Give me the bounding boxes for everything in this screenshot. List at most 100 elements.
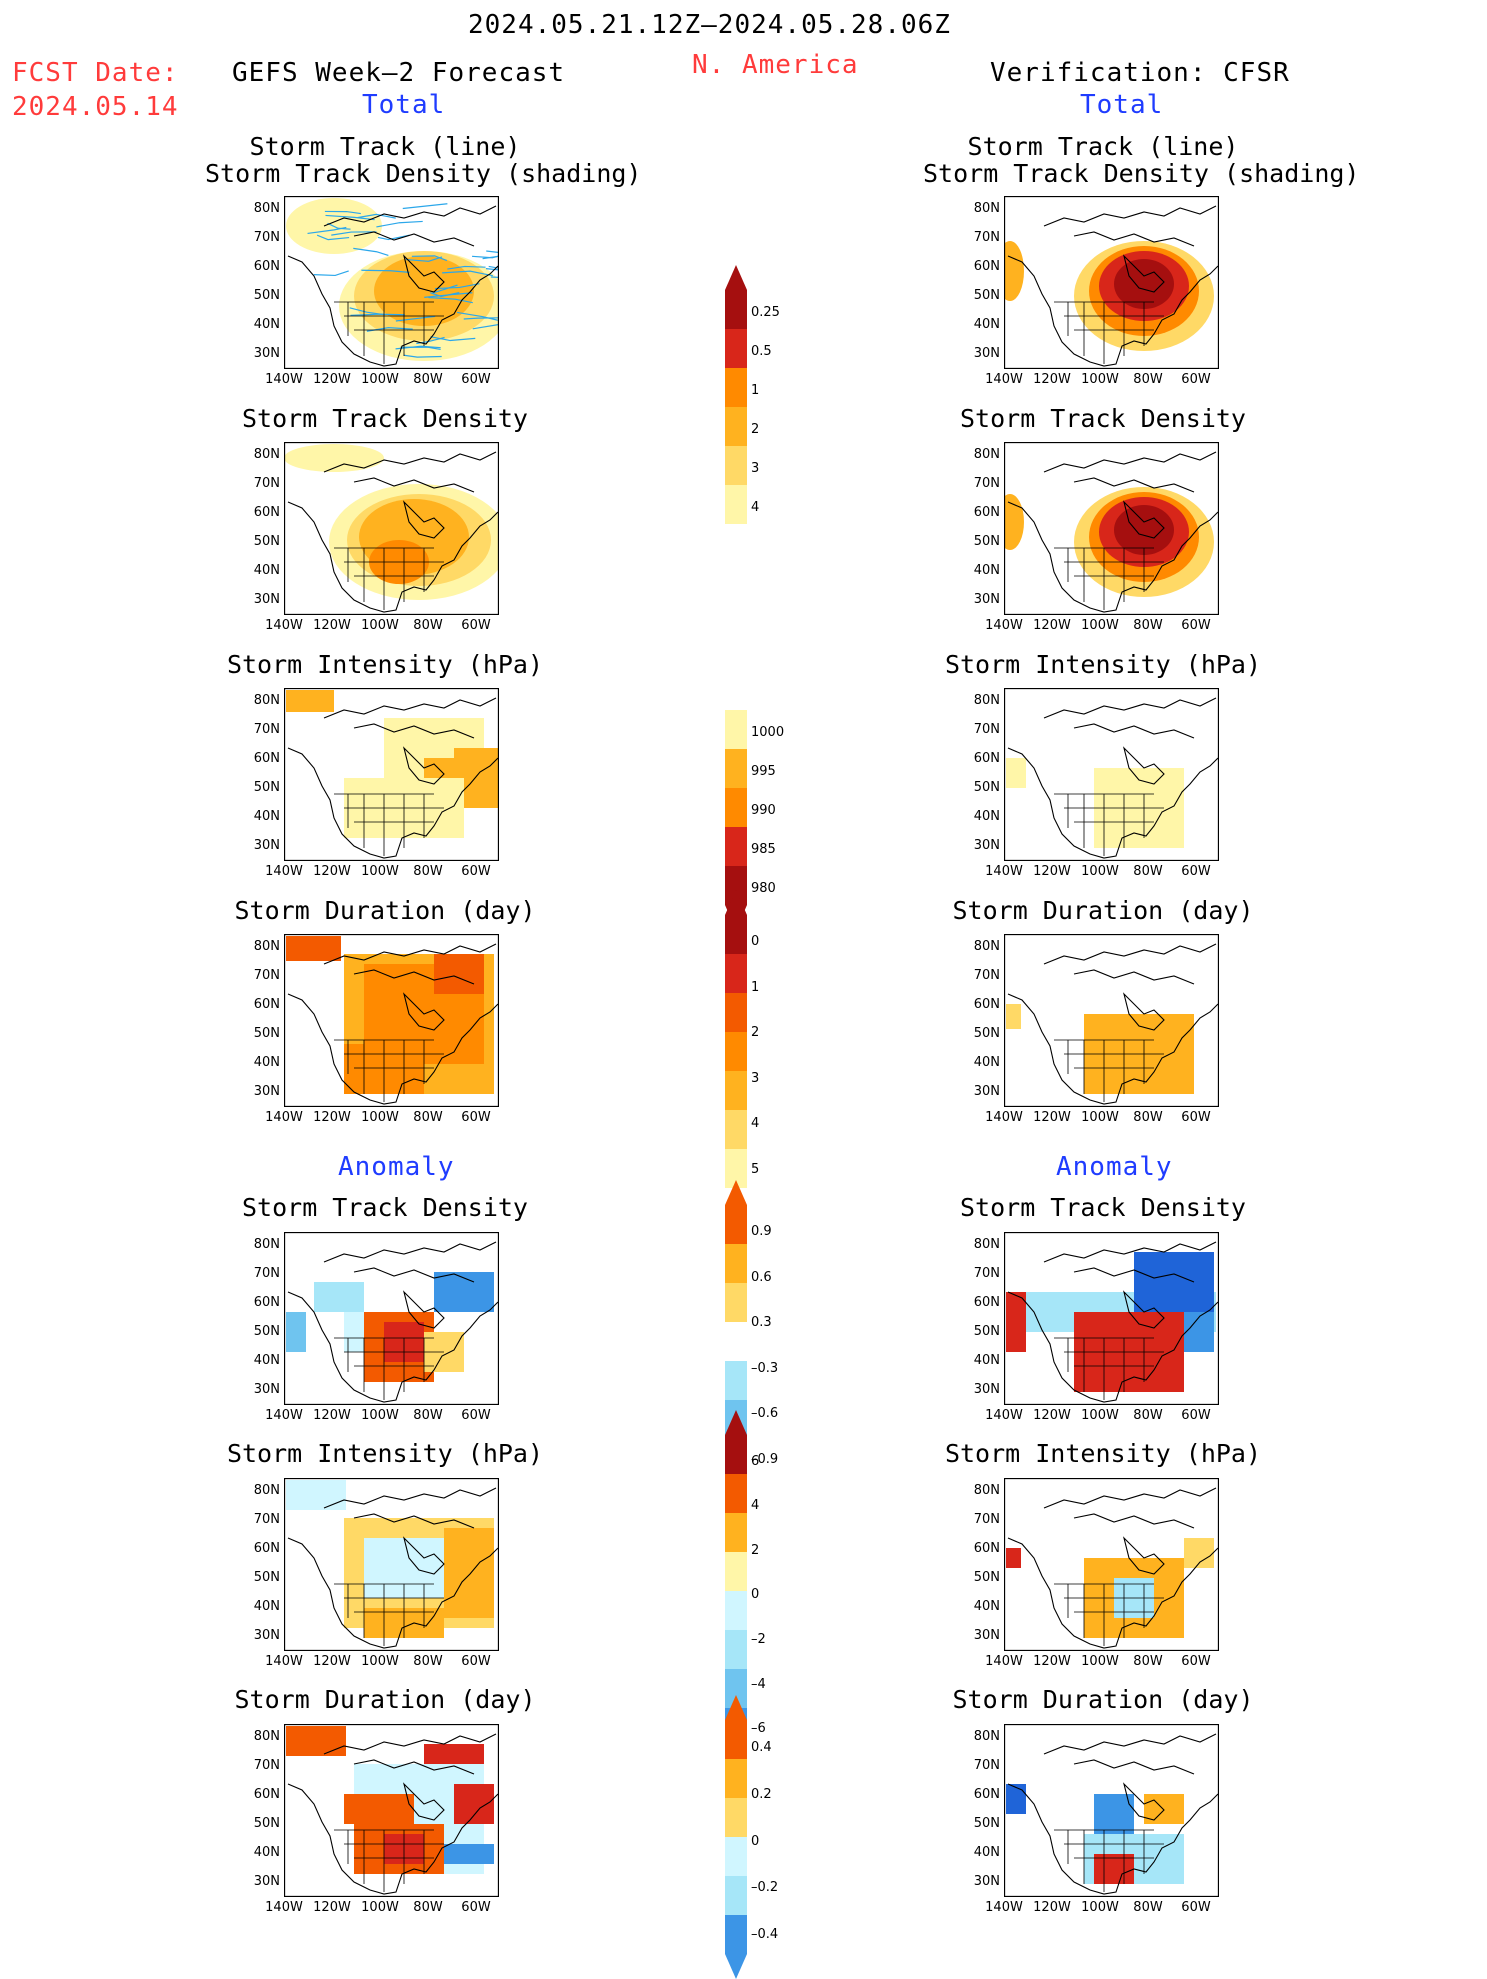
- lon-tick-label: 60W: [1176, 864, 1216, 879]
- colorbar-segment: [725, 1630, 747, 1669]
- lon-tick-label: 120W: [312, 372, 352, 387]
- lon-tick-label: 120W: [1032, 1900, 1072, 1915]
- right-track-title-1: Storm Track (line): [923, 133, 1283, 160]
- lat-tick-label: 70N: [970, 968, 1000, 983]
- lat-tick-label: 40N: [250, 1599, 280, 1614]
- left-anom-duration-title: Storm Duration (day): [205, 1686, 565, 1713]
- lon-tick-label: 140W: [984, 1110, 1024, 1125]
- lat-tick-label: 80N: [970, 693, 1000, 708]
- shading-cell: [1006, 1004, 1021, 1029]
- lat-tick-label: 30N: [970, 1874, 1000, 1889]
- lon-tick-label: 120W: [1032, 1654, 1072, 1669]
- shading-blob: [1114, 259, 1174, 309]
- right-track-title-2: Storm Track Density (shading): [923, 160, 1283, 187]
- lat-tick-label: 60N: [970, 751, 1000, 766]
- colorbar-tick-label: 0.6: [751, 1270, 772, 1285]
- right-duration-title: Storm Duration (day): [923, 897, 1283, 924]
- lat-tick-label: 50N: [970, 1570, 1000, 1585]
- map-canvas: [284, 1232, 499, 1405]
- shading-cell: [286, 1480, 346, 1510]
- lat-tick-label: 80N: [250, 447, 280, 462]
- left-density-title: Storm Track Density: [205, 405, 565, 432]
- map-canvas: [284, 1478, 499, 1651]
- lon-tick-label: 100W: [360, 1900, 400, 1915]
- colorbar-tick-label: 1: [751, 980, 759, 995]
- lon-tick-label: 140W: [264, 1900, 304, 1915]
- lat-tick-label: 80N: [970, 1483, 1000, 1498]
- colorbar-tick-label: –0.2: [751, 1880, 778, 1895]
- total-label-right: Total: [1080, 90, 1163, 120]
- lat-tick-label: 50N: [250, 1026, 280, 1041]
- colorbar-segment: [725, 329, 747, 368]
- forecast-map-panel: [284, 196, 499, 369]
- colorbar-tick-label: –6: [751, 1721, 766, 1736]
- lon-tick-label: 120W: [1032, 864, 1072, 879]
- lon-tick-label: 80W: [1128, 1110, 1168, 1125]
- colorbar-tick-label: 1: [751, 383, 759, 398]
- lat-tick-label: 30N: [250, 1874, 280, 1889]
- lat-tick-label: 50N: [250, 1570, 280, 1585]
- colorbar-tick-label: 2: [751, 1543, 759, 1558]
- shading-cell: [286, 936, 341, 961]
- colorbar-segment: [725, 1591, 747, 1630]
- lat-tick-label: 40N: [970, 1353, 1000, 1368]
- colorbar-tick-label: –4: [751, 1677, 766, 1692]
- lat-tick-label: 60N: [970, 1541, 1000, 1556]
- lat-tick-label: 30N: [250, 1628, 280, 1643]
- lon-tick-label: 120W: [1032, 618, 1072, 633]
- lon-tick-label: 60W: [1176, 1408, 1216, 1423]
- colorbar-tick-label: –2: [751, 1632, 766, 1647]
- lon-tick-label: 140W: [984, 1408, 1024, 1423]
- map-canvas: [1004, 442, 1219, 615]
- lon-tick-label: 80W: [1128, 372, 1168, 387]
- colorbar-segment: [725, 407, 747, 446]
- lon-tick-label: 140W: [264, 864, 304, 879]
- lat-tick-label: 60N: [250, 259, 280, 274]
- shading-cell: [286, 1312, 306, 1352]
- colorbar-tick-label: 4: [751, 500, 759, 515]
- lon-tick-label: 100W: [360, 1654, 400, 1669]
- left-track-title-2: Storm Track Density (shading): [205, 160, 565, 187]
- lat-tick-label: 70N: [250, 1512, 280, 1527]
- lon-tick-label: 80W: [408, 372, 448, 387]
- colorbar-duration-anomaly: [723, 1695, 753, 1979]
- shading-blob: [1114, 505, 1174, 555]
- lat-tick-label: 60N: [970, 505, 1000, 520]
- lon-tick-label: 120W: [1032, 1110, 1072, 1125]
- lon-tick-label: 60W: [456, 618, 496, 633]
- lat-tick-label: 70N: [970, 1266, 1000, 1281]
- map-canvas: [1004, 1478, 1219, 1651]
- colorbar-segment: [725, 1513, 747, 1552]
- colorbar-tick-label: 990: [751, 803, 776, 818]
- lat-tick-label: 70N: [250, 1266, 280, 1281]
- colorbar-segment: [725, 1032, 747, 1071]
- colorbar-segment: [725, 1110, 747, 1149]
- colorbar-arrow-top: [725, 265, 747, 290]
- shading-cell: [286, 1726, 346, 1756]
- colorbar-segment: [725, 290, 747, 329]
- lon-tick-label: 100W: [1080, 372, 1120, 387]
- lon-tick-label: 80W: [1128, 1900, 1168, 1915]
- lat-tick-label: 80N: [970, 447, 1000, 462]
- lon-tick-label: 120W: [1032, 372, 1072, 387]
- lat-tick-label: 80N: [970, 1729, 1000, 1744]
- lat-tick-label: 60N: [250, 751, 280, 766]
- lat-tick-label: 40N: [970, 1845, 1000, 1860]
- lon-tick-label: 140W: [264, 1110, 304, 1125]
- colorbar-segment: [725, 485, 747, 524]
- colorbar-tick-label: 6: [751, 1454, 759, 1469]
- right-anom-density-title: Storm Track Density: [923, 1194, 1283, 1221]
- lat-tick-label: 80N: [970, 1237, 1000, 1252]
- forecast-map-panel: [284, 1232, 499, 1405]
- lon-tick-label: 100W: [360, 864, 400, 879]
- colorbar-segment: [725, 1720, 747, 1759]
- colorbar-segment: [725, 1322, 747, 1361]
- colorbar-segment: [725, 710, 747, 749]
- lon-tick-label: 100W: [360, 372, 400, 387]
- lon-tick-label: 80W: [1128, 618, 1168, 633]
- lat-tick-label: 80N: [970, 201, 1000, 216]
- lon-tick-label: 60W: [456, 1110, 496, 1125]
- lon-tick-label: 120W: [312, 1900, 352, 1915]
- colorbar-tick-label: 2: [751, 422, 759, 437]
- shading-cell: [1006, 1548, 1021, 1568]
